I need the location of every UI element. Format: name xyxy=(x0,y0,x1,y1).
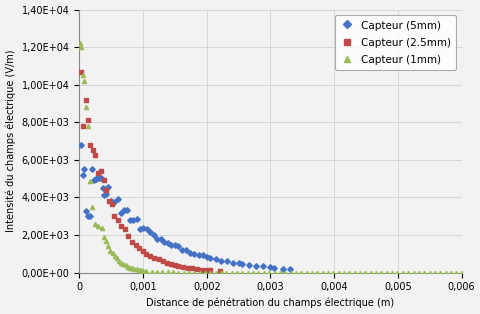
Capteur (5mm) xyxy=(199,254,205,257)
Capteur (2.5mm) xyxy=(96,171,101,175)
Capteur (2.5mm) xyxy=(78,70,84,73)
Capteur (2.5mm) xyxy=(172,263,178,267)
Capteur (1mm) xyxy=(458,271,464,274)
Line: Capteur (5mm): Capteur (5mm) xyxy=(79,143,291,270)
Line: Capteur (2.5mm): Capteur (2.5mm) xyxy=(79,70,221,273)
Line: Capteur (1mm): Capteur (1mm) xyxy=(78,41,463,275)
Capteur (2.5mm) xyxy=(140,249,145,253)
Capteur (2.5mm) xyxy=(136,246,142,250)
Capteur (1mm) xyxy=(388,271,394,274)
Capteur (2.5mm) xyxy=(114,219,120,222)
Capteur (5mm) xyxy=(280,267,286,270)
Capteur (2.5mm) xyxy=(147,254,153,257)
Capteur (2.5mm) xyxy=(164,261,169,265)
Capteur (2.5mm) xyxy=(90,149,96,152)
Capteur (5mm) xyxy=(229,261,235,265)
Capteur (2.5mm) xyxy=(106,199,112,203)
Capteur (2.5mm) xyxy=(159,259,165,263)
Capteur (1mm) xyxy=(378,271,384,274)
Capteur (5mm) xyxy=(103,192,109,196)
Capteur (1mm) xyxy=(135,268,141,272)
Capteur (2.5mm) xyxy=(156,257,161,261)
Capteur (2.5mm) xyxy=(118,224,124,227)
Capteur (1mm) xyxy=(77,41,83,45)
Capteur (2.5mm) xyxy=(98,169,104,173)
Capteur (2.5mm) xyxy=(199,268,204,272)
Capteur (2.5mm) xyxy=(87,143,93,147)
Capteur (2.5mm) xyxy=(143,252,149,256)
Capteur (2.5mm) xyxy=(92,153,98,157)
Capteur (2.5mm) xyxy=(80,124,85,128)
Capteur (2.5mm) xyxy=(204,268,209,272)
Legend: Capteur (5mm), Capteur (2.5mm), Capteur (1mm): Capteur (5mm), Capteur (2.5mm), Capteur … xyxy=(335,15,456,70)
Capteur (5mm) xyxy=(101,193,107,197)
Capteur (2.5mm) xyxy=(122,227,128,231)
Capteur (2.5mm) xyxy=(168,262,173,266)
Capteur (2.5mm) xyxy=(103,188,109,192)
Capteur (2.5mm) xyxy=(216,269,222,273)
Capteur (2.5mm) xyxy=(189,267,195,270)
Capteur (5mm) xyxy=(267,265,273,269)
Capteur (2.5mm) xyxy=(180,265,185,269)
Capteur (2.5mm) xyxy=(194,268,200,271)
X-axis label: Distance de pénétration du champs électrique (m): Distance de pénétration du champs électr… xyxy=(146,298,394,308)
Capteur (2.5mm) xyxy=(151,256,157,260)
Capteur (1mm) xyxy=(314,271,320,274)
Capteur (2.5mm) xyxy=(111,214,117,218)
Capteur (2.5mm) xyxy=(108,202,114,205)
Capteur (2.5mm) xyxy=(132,243,138,246)
Capteur (5mm) xyxy=(286,267,292,270)
Capteur (2.5mm) xyxy=(101,178,107,182)
Capteur (2.5mm) xyxy=(175,264,180,268)
Capteur (1mm) xyxy=(436,271,442,274)
Capteur (2.5mm) xyxy=(206,268,212,272)
Capteur (2.5mm) xyxy=(125,234,131,238)
Capteur (2.5mm) xyxy=(129,240,135,244)
Capteur (2.5mm) xyxy=(85,118,91,122)
Capteur (2.5mm) xyxy=(83,98,88,102)
Capteur (1mm) xyxy=(103,240,108,243)
Capteur (2.5mm) xyxy=(184,266,190,269)
Y-axis label: Intensité du champs électrique (V/m): Intensité du champs électrique (V/m) xyxy=(6,50,16,232)
Capteur (5mm) xyxy=(78,143,84,147)
Capteur (5mm) xyxy=(183,249,189,252)
